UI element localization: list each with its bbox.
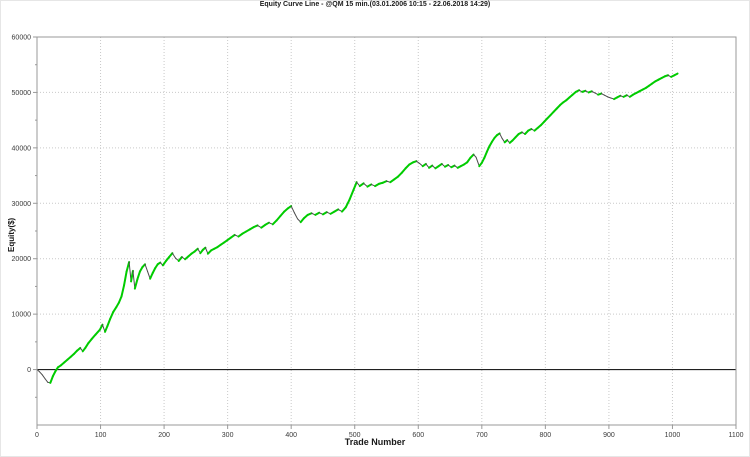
equity-curve-gain-segment — [344, 198, 351, 209]
equity-curve-gain-segment — [177, 256, 183, 262]
equity-curve-gain-segment — [117, 295, 123, 304]
equity-curve-loss-segment — [591, 90, 596, 94]
x-tick-label: 1100 — [728, 432, 743, 439]
equity-curve-loss-segment — [204, 247, 209, 255]
equity-curve-gain-segment — [120, 284, 126, 298]
y-tick-label: 60000 — [12, 35, 32, 42]
equity-curve-loss-segment — [144, 263, 149, 272]
equity-curve-loss-segment — [171, 252, 177, 259]
y-tick-label: 0 — [27, 367, 31, 374]
equity-curve-gain-segment — [483, 150, 488, 159]
equity-curve-gain-segment — [428, 164, 434, 169]
equity-curve-gain-segment — [76, 346, 82, 352]
x-tick-label: 100 — [95, 432, 107, 439]
equity-curve-gain-segment — [485, 145, 491, 153]
equity-curve-gain-segment — [103, 324, 109, 333]
equity-curve-loss-segment — [41, 374, 46, 380]
equity-curve-loss-segment — [600, 93, 605, 96]
equity-curve-loss-segment — [607, 96, 612, 99]
x-tick-label: 600 — [412, 432, 424, 439]
equity-curve-gain-segment — [98, 323, 104, 331]
equity-curve-gain-segment — [348, 188, 355, 201]
equity-curve-gain-segment — [503, 139, 509, 144]
equity-curve-loss-segment — [499, 132, 503, 139]
x-tick-label: 1000 — [665, 432, 681, 439]
equity-curve-gain-segment — [421, 162, 427, 168]
y-tick-label: 20000 — [12, 256, 32, 263]
equity-curve-gain-segment — [156, 261, 162, 266]
equity-curve-loss-segment — [475, 156, 480, 167]
equity-curve-gain-segment — [287, 205, 293, 210]
equity-curve-gain-segment — [469, 153, 475, 159]
y-tick-label: 10000 — [12, 312, 32, 319]
axis-layer: 0 10000 20000 30000 40000 50000 60000 0 100 200 30… — [12, 35, 744, 440]
equity-curve-gain-segment — [130, 269, 134, 283]
equity-curve-gain-segment — [201, 246, 207, 251]
equity-curve-gain-segment — [616, 94, 622, 99]
equity-curve-gain-segment — [352, 181, 358, 191]
x-tick-label: 0 — [35, 432, 39, 439]
x-axis-title: Trade Number — [344, 437, 406, 447]
equity-curve-gain-segment — [149, 272, 154, 280]
y-tick-label: 50000 — [12, 90, 32, 97]
equity-curve-gain-segment — [109, 310, 115, 321]
equity-curve-gain-segment — [587, 90, 593, 94]
x-tick-label: 500 — [349, 432, 361, 439]
equity-curve-gain-segment — [168, 252, 174, 259]
x-tick-label: 400 — [285, 432, 297, 439]
equity-curve-gain-segment — [581, 89, 587, 93]
equity-curve-gain-segment — [94, 328, 101, 336]
equity-curve — [36, 72, 679, 384]
x-tick-label: 900 — [603, 432, 615, 439]
grid-layer — [37, 37, 736, 425]
equity-curve-loss-segment — [293, 212, 299, 220]
x-tick-label: 200 — [158, 432, 170, 439]
equity-curve-gain-segment — [141, 263, 147, 269]
x-tick-label: 300 — [222, 432, 234, 439]
equity-curve-loss-segment — [415, 160, 421, 164]
equity-curve-gain-segment — [123, 270, 128, 287]
equity-curve-loss-segment — [44, 378, 49, 383]
equity-curve-gain-segment — [663, 74, 670, 78]
y-tick-label: 40000 — [12, 145, 32, 152]
equity-curve-gain-segment — [49, 375, 54, 384]
equity-curve-gain-segment — [321, 211, 328, 216]
equity-curve-gain-segment — [106, 318, 112, 327]
equity-curve-gain-segment — [443, 164, 450, 168]
equity-curve-gain-segment — [306, 212, 313, 216]
equity-curve-loss-segment — [290, 205, 295, 214]
x-tick-label: 700 — [476, 432, 488, 439]
equity-curve-loss-segment — [132, 270, 136, 290]
equity-curve-gain-segment — [527, 128, 533, 132]
equity-curve-gain-segment — [673, 72, 679, 77]
equity-curve-gain-segment — [574, 89, 581, 93]
equity-curve-gain-segment — [597, 92, 603, 96]
equity-curve-gain-segment — [437, 162, 443, 168]
equity-curve-gain-segment — [229, 233, 236, 239]
equity-curve-gain-segment — [193, 247, 199, 253]
equity-curve-gain-segment — [412, 160, 418, 164]
chart-title: Equity Curve Line - @QM 15 min.(03.01.20… — [259, 1, 491, 8]
equity-curve-loss-segment — [603, 94, 609, 98]
equity-curve-gain-segment — [136, 270, 141, 281]
equity-curve-gain-segment — [496, 132, 501, 137]
equity-curve-gain-segment — [264, 221, 270, 226]
equity-curve-gain-segment — [517, 131, 523, 135]
equity-curve-gain-segment — [125, 261, 131, 273]
equity-curve-loss-segment — [473, 154, 477, 158]
x-tick-label: 800 — [540, 432, 552, 439]
equity-curve-loss-segment — [39, 371, 43, 376]
equity-curve-gain-segment — [450, 164, 456, 169]
equity-curve-gain-segment — [366, 183, 373, 188]
equity-curve-gain-segment — [358, 182, 365, 188]
y-tick-label: 30000 — [12, 201, 32, 208]
equity-curve-gain-segment — [333, 208, 340, 213]
equity-curve-gain-segment — [133, 278, 139, 290]
equity-curve-gain-segment — [622, 94, 628, 98]
equity-curve-gain-segment — [314, 211, 321, 216]
equity-curve-gain-segment — [381, 180, 388, 184]
equity-curve-gain-segment — [252, 224, 259, 229]
